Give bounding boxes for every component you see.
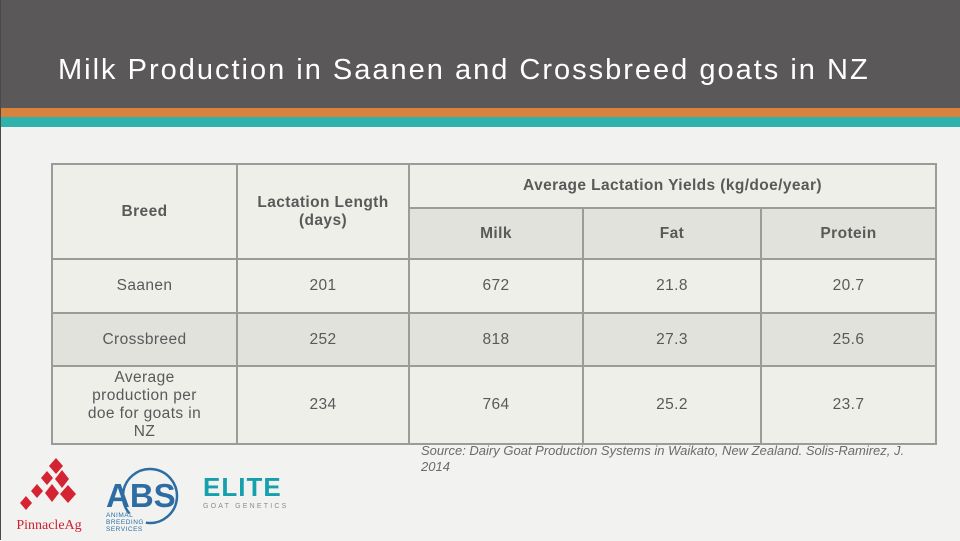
- pinnacleag-logo-text: PinnacleAg: [16, 518, 82, 533]
- table-header-row-group: Breed Lactation Length (days) Average La…: [51, 163, 938, 260]
- cell-breed: Average production per doe for goats in …: [51, 365, 238, 445]
- accent-stripe-orange: [1, 108, 960, 117]
- cell-breed: Crossbreed: [51, 312, 238, 367]
- abs-sub-line1: ANIMAL: [106, 512, 133, 519]
- cell-fat: 21.8: [582, 258, 762, 314]
- pinnacleag-diamonds-icon: [20, 458, 76, 510]
- header-lactation-length: Lactation Length (days): [236, 163, 410, 260]
- table-row-average: Average production per doe for goats in …: [51, 365, 938, 445]
- pinnacleag-logo: PinnacleAg: [9, 458, 89, 536]
- source-citation: Source: Dairy Goat Production Systems in…: [421, 443, 905, 475]
- cell-milk: 818: [408, 312, 584, 367]
- cell-protein: 25.6: [759, 312, 938, 367]
- abs-logo-text: ABS: [106, 477, 176, 514]
- cell-fat: 27.3: [582, 312, 762, 367]
- header-breed: Breed: [51, 163, 238, 260]
- cell-protein: 20.7: [759, 258, 938, 314]
- cell-lactation-length: 234: [236, 365, 410, 445]
- elite-logo-text: ELITE: [203, 472, 282, 502]
- elite-logo: ELITE GOAT GENETICS: [203, 472, 289, 530]
- accent-stripe-teal: [1, 117, 960, 127]
- cell-lactation-length: 252: [236, 312, 410, 367]
- header-fat: Fat: [582, 207, 762, 260]
- cell-milk: 764: [408, 365, 584, 445]
- slide-title: Milk Production in Saanen and Crossbreed…: [58, 54, 870, 86]
- cell-lactation-length: 201: [236, 258, 410, 314]
- cell-breed: Saanen: [51, 258, 238, 314]
- header-band: Milk Production in Saanen and Crossbreed…: [1, 0, 960, 108]
- milk-production-table: Breed Lactation Length (days) Average La…: [51, 163, 938, 445]
- header-protein: Protein: [759, 207, 938, 260]
- cell-protein: 23.7: [759, 365, 938, 445]
- table-header-row-sub: Milk Fat Protein: [52, 207, 938, 260]
- header-yields-group: Average Lactation Yields (kg/doe/year): [407, 163, 938, 209]
- table-row-saanen: Saanen 201 672 21.8 20.7: [51, 258, 938, 314]
- cell-fat: 25.2: [582, 365, 762, 445]
- abs-logo: ABS ANIMAL BREEDING SERVICES: [98, 466, 190, 536]
- cell-milk: 672: [408, 258, 584, 314]
- header-milk: Milk: [408, 207, 584, 260]
- table-row-crossbreed: Crossbreed 252 818 27.3 25.6: [51, 312, 938, 367]
- abs-logo-icon: ABS ANIMAL BREEDING SERVICES: [106, 467, 179, 533]
- elite-logo-subtext: GOAT GENETICS: [203, 503, 289, 510]
- cell-breed-text: Average production per doe for goats in …: [87, 369, 202, 440]
- abs-sub-line3: SERVICES: [106, 526, 143, 533]
- abs-sub-line2: BREEDING: [106, 519, 144, 526]
